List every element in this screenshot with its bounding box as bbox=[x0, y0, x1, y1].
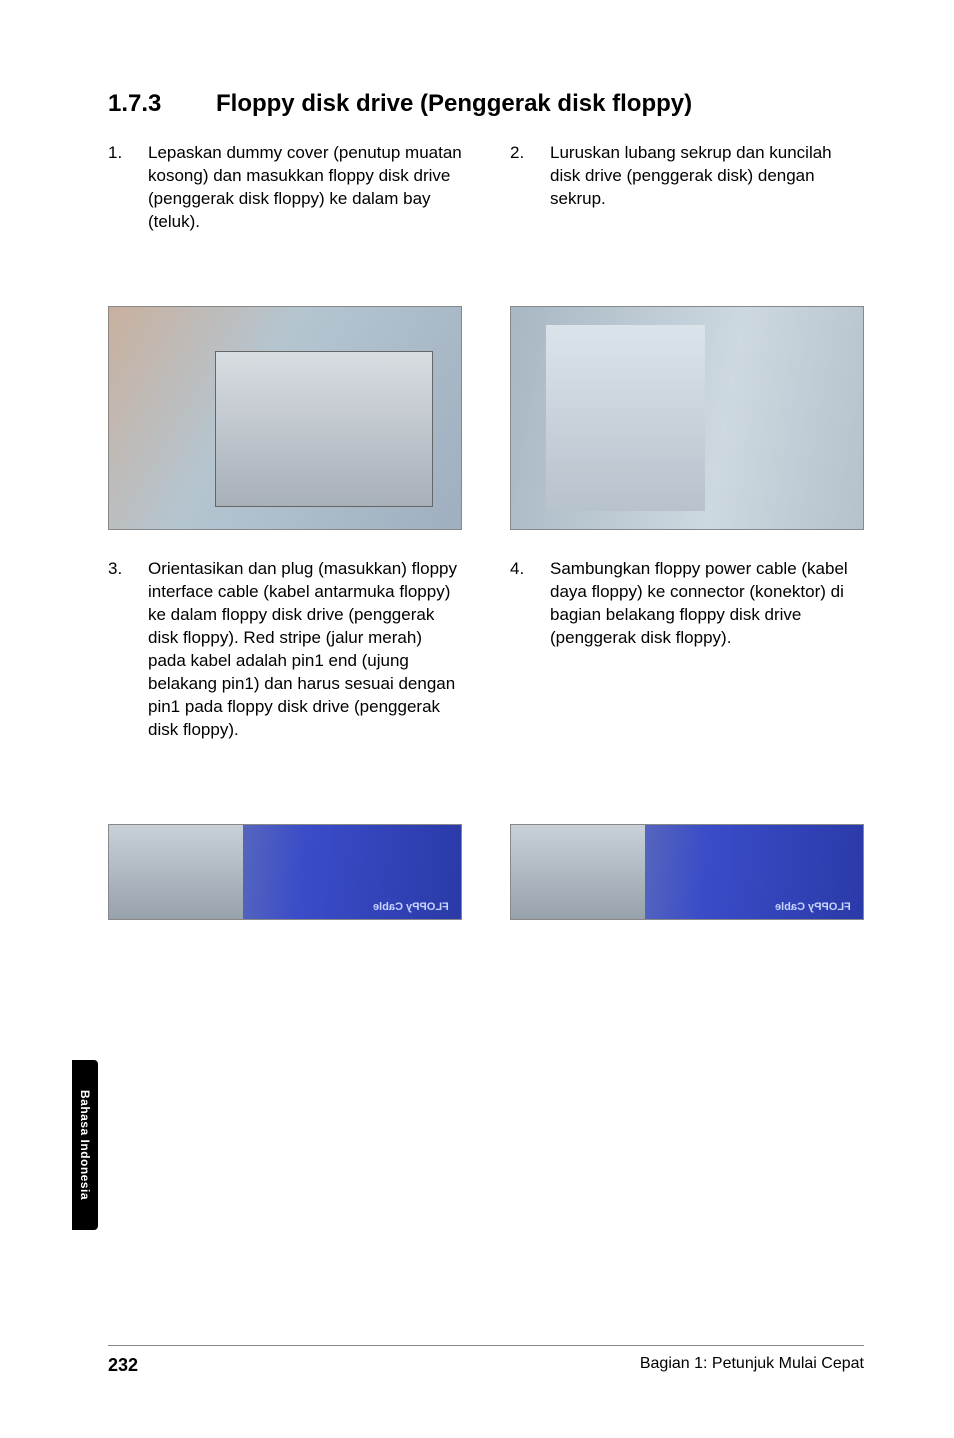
col-right bbox=[510, 306, 864, 558]
step-1-number: 1. bbox=[108, 142, 148, 288]
step-3-text: Orientasikan dan plug (masukkan) floppy … bbox=[148, 558, 462, 806]
col-left: 1. Lepaskan dummy cover (penutup muatan … bbox=[108, 142, 462, 306]
photo-insert-drive bbox=[108, 306, 462, 530]
col-left bbox=[108, 306, 462, 558]
step-2-text: Luruskan lubang sekrup dan kuncilah disk… bbox=[550, 142, 864, 288]
row-photos-3-4: FLOPPy Cable FLOPPy Cable bbox=[108, 824, 864, 948]
step-1-text: Lepaskan dummy cover (penutup muatan kos… bbox=[148, 142, 462, 288]
row-steps-1-2: 1. Lepaskan dummy cover (penutup muatan … bbox=[108, 142, 864, 306]
photo-3-label: FLOPPy Cable bbox=[373, 901, 449, 913]
step-1: 1. Lepaskan dummy cover (penutup muatan … bbox=[108, 142, 462, 288]
row-steps-3-4: 3. Orientasikan dan plug (masukkan) flop… bbox=[108, 558, 864, 824]
footer-section-title: Bagian 1: Petunjuk Mulai Cepat bbox=[640, 1355, 864, 1376]
step-2: 2. Luruskan lubang sekrup dan kuncilah d… bbox=[510, 142, 864, 288]
heading-number: 1.7.3 bbox=[108, 90, 216, 118]
col-right: FLOPPy Cable bbox=[510, 824, 864, 948]
heading-title: Floppy disk drive (Penggerak disk floppy… bbox=[216, 90, 692, 118]
page: 1.7.3 Floppy disk drive (Penggerak disk … bbox=[0, 0, 954, 1438]
step-4-text: Sambungkan floppy power cable (kabel day… bbox=[550, 558, 864, 806]
photo-secure-screws bbox=[510, 306, 864, 530]
col-left: 3. Orientasikan dan plug (masukkan) flop… bbox=[108, 558, 462, 824]
page-footer: 232 Bagian 1: Petunjuk Mulai Cepat bbox=[108, 1355, 864, 1376]
col-right: 2. Luruskan lubang sekrup dan kuncilah d… bbox=[510, 142, 864, 306]
photo-4-label: FLOPPy Cable bbox=[775, 901, 851, 913]
language-tab: Bahasa Indonesia bbox=[72, 1060, 98, 1230]
section-heading: 1.7.3 Floppy disk drive (Penggerak disk … bbox=[108, 90, 864, 118]
photo-interface-cable: FLOPPy Cable bbox=[108, 824, 462, 920]
row-photos-1-2 bbox=[108, 306, 864, 558]
photo-power-cable: FLOPPy Cable bbox=[510, 824, 864, 920]
step-4: 4. Sambungkan floppy power cable (kabel … bbox=[510, 558, 864, 806]
step-3-number: 3. bbox=[108, 558, 148, 806]
step-2-number: 2. bbox=[510, 142, 550, 288]
col-left: FLOPPy Cable bbox=[108, 824, 462, 948]
col-right: 4. Sambungkan floppy power cable (kabel … bbox=[510, 558, 864, 824]
page-number: 232 bbox=[108, 1355, 138, 1376]
step-4-number: 4. bbox=[510, 558, 550, 806]
step-3: 3. Orientasikan dan plug (masukkan) flop… bbox=[108, 558, 462, 806]
footer-divider bbox=[108, 1345, 864, 1346]
